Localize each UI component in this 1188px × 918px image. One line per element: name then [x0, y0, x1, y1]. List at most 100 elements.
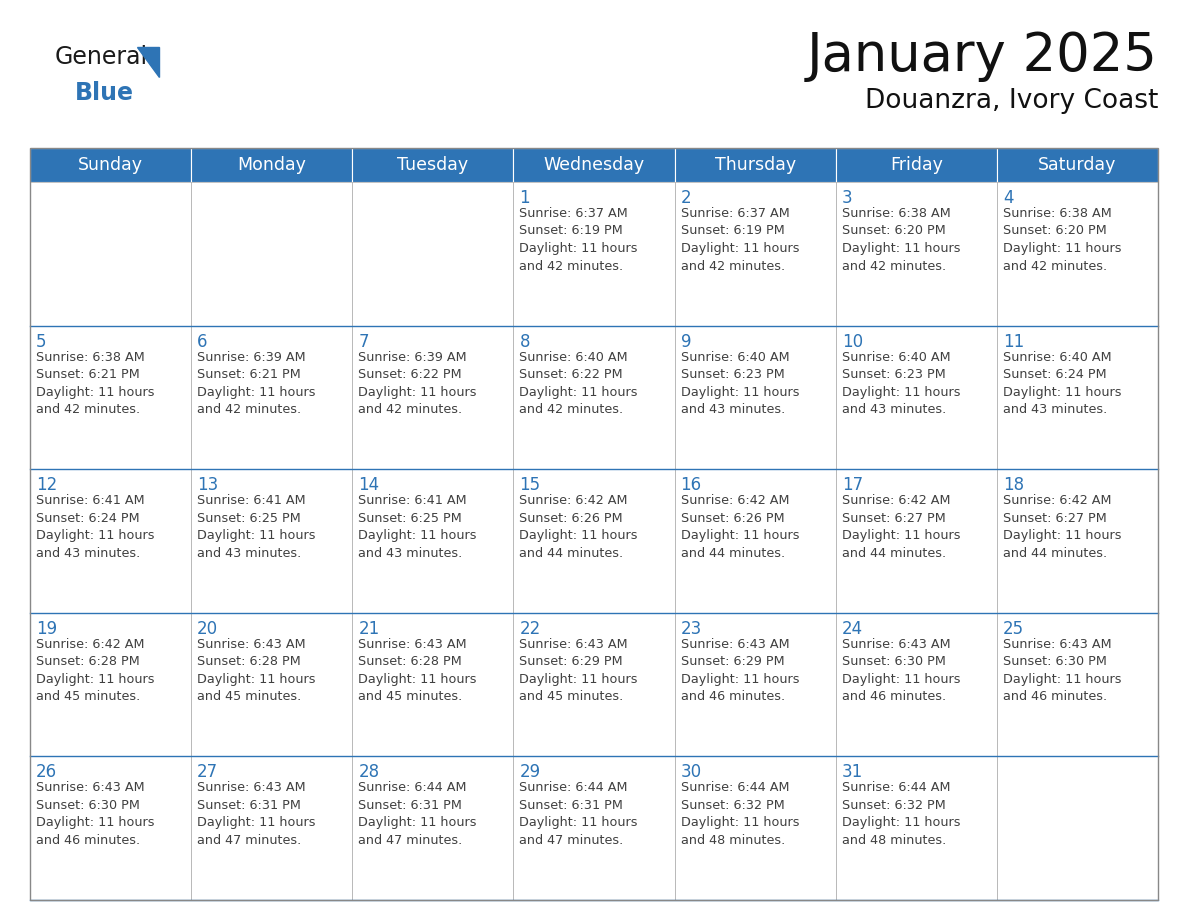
Text: 30: 30	[681, 764, 702, 781]
Bar	[675, 469, 835, 613]
Text: 13: 13	[197, 476, 219, 494]
Bar	[835, 613, 997, 756]
Text: Sunrise: 6:37 AM
Sunset: 6:19 PM
Daylight: 11 hours
and 42 minutes.: Sunrise: 6:37 AM Sunset: 6:19 PM Dayligh…	[681, 207, 800, 273]
Text: 4: 4	[1003, 189, 1013, 207]
Text: January 2025: January 2025	[807, 30, 1158, 82]
Text: Friday: Friday	[890, 156, 943, 174]
Text: 20: 20	[197, 620, 219, 638]
Text: Thursday: Thursday	[714, 156, 796, 174]
Polygon shape	[137, 47, 159, 77]
Text: Sunrise: 6:40 AM
Sunset: 6:23 PM
Daylight: 11 hours
and 43 minutes.: Sunrise: 6:40 AM Sunset: 6:23 PM Dayligh…	[842, 351, 960, 416]
Bar	[997, 613, 1158, 756]
Text: Sunrise: 6:40 AM
Sunset: 6:23 PM
Daylight: 11 hours
and 43 minutes.: Sunrise: 6:40 AM Sunset: 6:23 PM Dayligh…	[681, 351, 800, 416]
Bar	[675, 148, 835, 182]
Bar	[353, 469, 513, 613]
Bar	[513, 148, 675, 182]
Bar	[997, 148, 1158, 182]
Text: 2: 2	[681, 189, 691, 207]
Text: Sunday: Sunday	[78, 156, 143, 174]
Text: Sunrise: 6:43 AM
Sunset: 6:29 PM
Daylight: 11 hours
and 45 minutes.: Sunrise: 6:43 AM Sunset: 6:29 PM Dayligh…	[519, 638, 638, 703]
Bar	[513, 326, 675, 469]
Text: Sunrise: 6:43 AM
Sunset: 6:30 PM
Daylight: 11 hours
and 46 minutes.: Sunrise: 6:43 AM Sunset: 6:30 PM Dayligh…	[842, 638, 960, 703]
Text: 16: 16	[681, 476, 702, 494]
Bar	[353, 613, 513, 756]
Text: 27: 27	[197, 764, 219, 781]
Bar	[675, 613, 835, 756]
Text: Saturday: Saturday	[1038, 156, 1117, 174]
Bar	[513, 469, 675, 613]
Text: Sunrise: 6:44 AM
Sunset: 6:31 PM
Daylight: 11 hours
and 47 minutes.: Sunrise: 6:44 AM Sunset: 6:31 PM Dayligh…	[359, 781, 476, 847]
Text: 6: 6	[197, 332, 208, 351]
Bar	[191, 469, 353, 613]
Text: 19: 19	[36, 620, 57, 638]
Bar	[513, 756, 675, 900]
Text: Sunrise: 6:43 AM
Sunset: 6:28 PM
Daylight: 11 hours
and 45 minutes.: Sunrise: 6:43 AM Sunset: 6:28 PM Dayligh…	[197, 638, 316, 703]
Text: Wednesday: Wednesday	[543, 156, 645, 174]
Text: Sunrise: 6:42 AM
Sunset: 6:26 PM
Daylight: 11 hours
and 44 minutes.: Sunrise: 6:42 AM Sunset: 6:26 PM Dayligh…	[681, 494, 800, 560]
Text: Sunrise: 6:42 AM
Sunset: 6:28 PM
Daylight: 11 hours
and 45 minutes.: Sunrise: 6:42 AM Sunset: 6:28 PM Dayligh…	[36, 638, 154, 703]
Bar	[675, 756, 835, 900]
Bar	[353, 148, 513, 182]
Text: Sunrise: 6:42 AM
Sunset: 6:26 PM
Daylight: 11 hours
and 44 minutes.: Sunrise: 6:42 AM Sunset: 6:26 PM Dayligh…	[519, 494, 638, 560]
Text: Sunrise: 6:43 AM
Sunset: 6:30 PM
Daylight: 11 hours
and 46 minutes.: Sunrise: 6:43 AM Sunset: 6:30 PM Dayligh…	[1003, 638, 1121, 703]
Bar	[675, 182, 835, 326]
Text: Sunrise: 6:41 AM
Sunset: 6:24 PM
Daylight: 11 hours
and 43 minutes.: Sunrise: 6:41 AM Sunset: 6:24 PM Dayligh…	[36, 494, 154, 560]
Text: Sunrise: 6:38 AM
Sunset: 6:20 PM
Daylight: 11 hours
and 42 minutes.: Sunrise: 6:38 AM Sunset: 6:20 PM Dayligh…	[842, 207, 960, 273]
Bar	[997, 182, 1158, 326]
Bar	[513, 613, 675, 756]
Text: Sunrise: 6:42 AM
Sunset: 6:27 PM
Daylight: 11 hours
and 44 minutes.: Sunrise: 6:42 AM Sunset: 6:27 PM Dayligh…	[1003, 494, 1121, 560]
Bar	[30, 148, 1158, 900]
Text: 17: 17	[842, 476, 862, 494]
Text: General: General	[55, 45, 148, 69]
Text: Sunrise: 6:41 AM
Sunset: 6:25 PM
Daylight: 11 hours
and 43 minutes.: Sunrise: 6:41 AM Sunset: 6:25 PM Dayligh…	[359, 494, 476, 560]
Bar	[191, 613, 353, 756]
Text: Monday: Monday	[238, 156, 307, 174]
Text: Sunrise: 6:38 AM
Sunset: 6:21 PM
Daylight: 11 hours
and 42 minutes.: Sunrise: 6:38 AM Sunset: 6:21 PM Dayligh…	[36, 351, 154, 416]
Bar	[835, 182, 997, 326]
Text: Sunrise: 6:37 AM
Sunset: 6:19 PM
Daylight: 11 hours
and 42 minutes.: Sunrise: 6:37 AM Sunset: 6:19 PM Dayligh…	[519, 207, 638, 273]
Bar	[835, 756, 997, 900]
Bar	[353, 756, 513, 900]
Bar	[30, 326, 191, 469]
Bar	[191, 326, 353, 469]
Bar	[513, 182, 675, 326]
Bar	[997, 756, 1158, 900]
Bar	[997, 326, 1158, 469]
Text: Sunrise: 6:40 AM
Sunset: 6:22 PM
Daylight: 11 hours
and 42 minutes.: Sunrise: 6:40 AM Sunset: 6:22 PM Dayligh…	[519, 351, 638, 416]
Text: Sunrise: 6:43 AM
Sunset: 6:29 PM
Daylight: 11 hours
and 46 minutes.: Sunrise: 6:43 AM Sunset: 6:29 PM Dayligh…	[681, 638, 800, 703]
Text: 24: 24	[842, 620, 862, 638]
Text: 25: 25	[1003, 620, 1024, 638]
Text: 22: 22	[519, 620, 541, 638]
Text: Sunrise: 6:44 AM
Sunset: 6:31 PM
Daylight: 11 hours
and 47 minutes.: Sunrise: 6:44 AM Sunset: 6:31 PM Dayligh…	[519, 781, 638, 847]
Text: Sunrise: 6:44 AM
Sunset: 6:32 PM
Daylight: 11 hours
and 48 minutes.: Sunrise: 6:44 AM Sunset: 6:32 PM Dayligh…	[842, 781, 960, 847]
Bar	[835, 469, 997, 613]
Bar	[353, 182, 513, 326]
Text: Sunrise: 6:39 AM
Sunset: 6:22 PM
Daylight: 11 hours
and 42 minutes.: Sunrise: 6:39 AM Sunset: 6:22 PM Dayligh…	[359, 351, 476, 416]
Text: 3: 3	[842, 189, 852, 207]
Text: Douanzra, Ivory Coast: Douanzra, Ivory Coast	[865, 88, 1158, 114]
Text: Sunrise: 6:44 AM
Sunset: 6:32 PM
Daylight: 11 hours
and 48 minutes.: Sunrise: 6:44 AM Sunset: 6:32 PM Dayligh…	[681, 781, 800, 847]
Text: Sunrise: 6:39 AM
Sunset: 6:21 PM
Daylight: 11 hours
and 42 minutes.: Sunrise: 6:39 AM Sunset: 6:21 PM Dayligh…	[197, 351, 316, 416]
Bar	[997, 469, 1158, 613]
Bar	[353, 326, 513, 469]
Text: 18: 18	[1003, 476, 1024, 494]
Bar	[835, 148, 997, 182]
Text: 12: 12	[36, 476, 57, 494]
Text: 26: 26	[36, 764, 57, 781]
Bar	[30, 756, 191, 900]
Text: 28: 28	[359, 764, 379, 781]
Text: Sunrise: 6:43 AM
Sunset: 6:31 PM
Daylight: 11 hours
and 47 minutes.: Sunrise: 6:43 AM Sunset: 6:31 PM Dayligh…	[197, 781, 316, 847]
Text: Sunrise: 6:41 AM
Sunset: 6:25 PM
Daylight: 11 hours
and 43 minutes.: Sunrise: 6:41 AM Sunset: 6:25 PM Dayligh…	[197, 494, 316, 560]
Bar	[191, 148, 353, 182]
Text: 1: 1	[519, 189, 530, 207]
Text: 11: 11	[1003, 332, 1024, 351]
Text: Sunrise: 6:43 AM
Sunset: 6:30 PM
Daylight: 11 hours
and 46 minutes.: Sunrise: 6:43 AM Sunset: 6:30 PM Dayligh…	[36, 781, 154, 847]
Text: Sunrise: 6:40 AM
Sunset: 6:24 PM
Daylight: 11 hours
and 43 minutes.: Sunrise: 6:40 AM Sunset: 6:24 PM Dayligh…	[1003, 351, 1121, 416]
Text: 8: 8	[519, 332, 530, 351]
Text: 9: 9	[681, 332, 691, 351]
Bar	[191, 182, 353, 326]
Text: Tuesday: Tuesday	[397, 156, 468, 174]
Bar	[835, 326, 997, 469]
Text: 21: 21	[359, 620, 379, 638]
Text: 14: 14	[359, 476, 379, 494]
